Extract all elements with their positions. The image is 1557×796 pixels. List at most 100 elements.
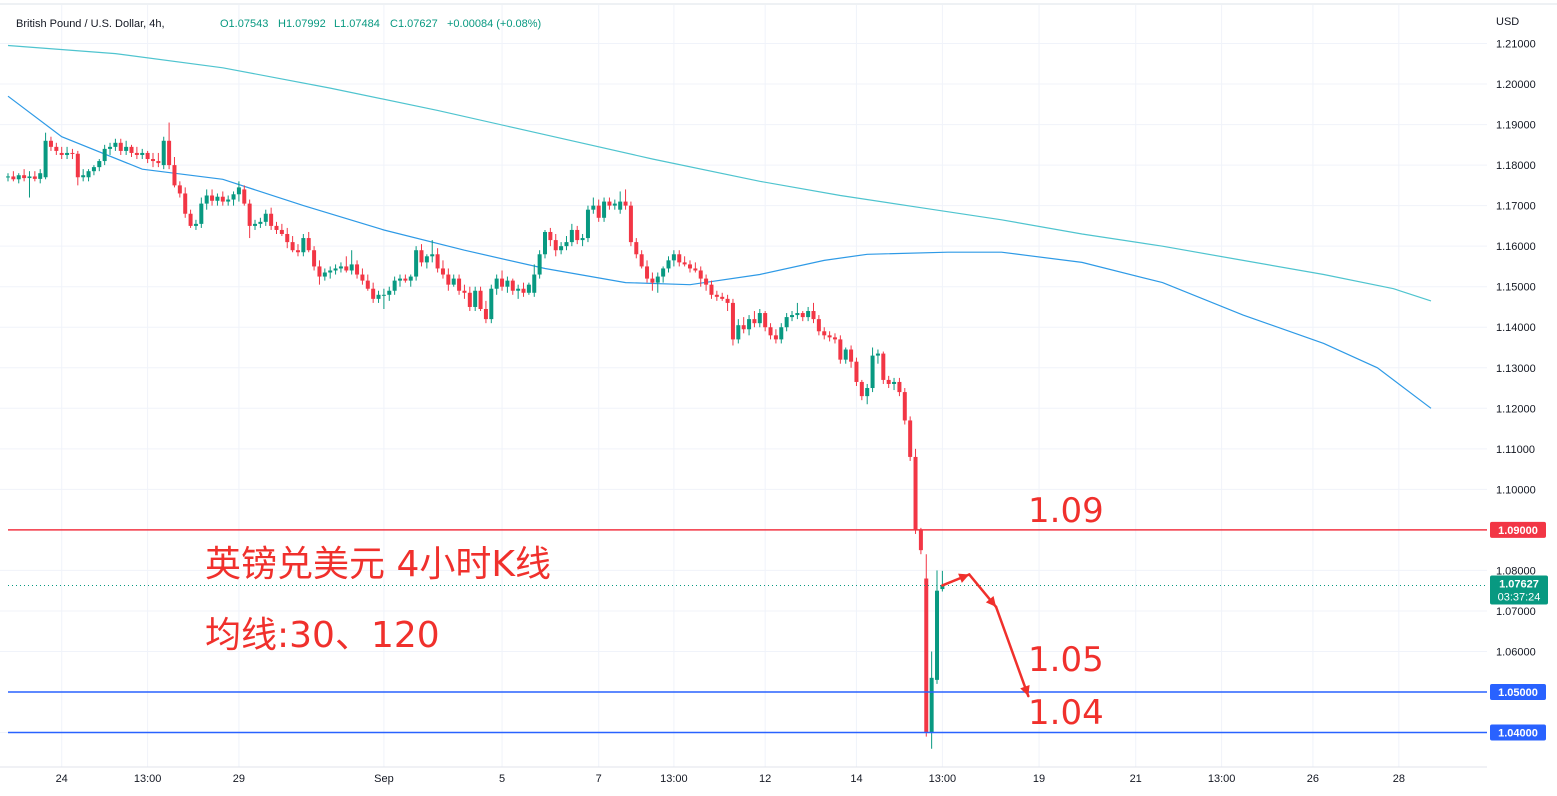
candle-body [806, 311, 811, 318]
candle-body [408, 276, 413, 281]
candle-body [908, 420, 913, 457]
candle-body [859, 381, 864, 397]
candle-body [832, 337, 837, 340]
candle-body [902, 392, 907, 421]
candle-body [843, 349, 848, 360]
price-axis[interactable] [1487, 5, 1557, 767]
moving-averages [7, 44, 1432, 409]
candle-body [559, 246, 564, 251]
candle-body [134, 152, 139, 155]
candle-body [714, 294, 719, 297]
time-axis[interactable]: 24 13:00 29 Sep 5 7 13:00 12 14 13:00 19 21 13:00 26 2… [56, 773, 1405, 785]
annotation-level-109: 1.09 [1028, 491, 1104, 531]
candle-body [274, 225, 279, 230]
symbol-legend[interactable]: British Pound / U.S. Dollar, 4h, O1.0754… [16, 18, 541, 30]
candle-body [720, 296, 725, 299]
candles [6, 122, 945, 749]
candle-body [220, 196, 225, 202]
candle-body [489, 288, 494, 320]
candle-body [457, 278, 462, 291]
candle-body [671, 254, 676, 261]
candle-body [419, 250, 424, 263]
candle-body [838, 339, 843, 360]
candle-body [661, 268, 666, 277]
candle-body [140, 152, 145, 155]
candle-body [811, 311, 816, 320]
candle-body [747, 319, 752, 330]
horizontal-levels[interactable] [8, 529, 1487, 734]
time-tick-label: 29 [233, 773, 245, 785]
ohlc-high: H1.07992 [278, 18, 326, 30]
candle-body [790, 315, 795, 318]
candle-body [236, 187, 241, 195]
candle-body [295, 250, 300, 253]
ma-line-ma30 [7, 95, 1432, 409]
candle-body [167, 140, 172, 166]
price-axis-unit: USD [1496, 16, 1519, 28]
candle-body [591, 205, 596, 210]
price-tick-label: 1.08000 [1496, 565, 1536, 577]
candle-body [108, 146, 113, 149]
ma-line-ma120 [7, 44, 1432, 302]
candle-body [333, 268, 338, 271]
candle-body [875, 353, 880, 356]
candle-body [940, 585, 945, 590]
candle-body [430, 254, 435, 257]
candle-body [537, 254, 542, 275]
candle-body [365, 280, 370, 289]
candle-body [403, 278, 408, 281]
candle-body [59, 152, 64, 155]
candle-body [210, 195, 215, 201]
time-tick-label: 13:00 [929, 773, 957, 785]
candle-body [650, 278, 655, 283]
candle-body [736, 325, 741, 340]
candle-body [344, 266, 349, 271]
candle-body [97, 161, 102, 168]
time-tick-label: 21 [1130, 773, 1142, 785]
candle-body [516, 288, 521, 291]
price-tick-label: 1.11000 [1496, 444, 1535, 456]
candle-body [886, 379, 891, 384]
candle-body [317, 266, 322, 277]
candle-body [150, 159, 155, 162]
projection-segment [994, 605, 1030, 698]
candle-body [199, 203, 204, 224]
candle-body [543, 231, 547, 255]
candle-body [612, 203, 617, 206]
candle-body [231, 194, 236, 200]
time-tick-label: 7 [596, 773, 602, 785]
candle-body [623, 201, 628, 206]
projection-arrowhead [958, 573, 970, 583]
level-label-1.09000: 1.09000 [1498, 525, 1538, 537]
candle-body [704, 278, 709, 285]
candle-body [312, 250, 317, 267]
candle-body [451, 278, 456, 285]
candle-body [881, 353, 886, 380]
candle-body [935, 590, 940, 680]
candle-body [349, 264, 354, 271]
candle-body [618, 201, 623, 210]
level-label-bg [1490, 521, 1546, 538]
candle-body [113, 142, 118, 147]
candle-body [11, 176, 16, 180]
price-tick-label: 1.06000 [1496, 646, 1536, 658]
candle-body [306, 238, 311, 251]
candle-body [730, 302, 735, 340]
candle-body [22, 175, 27, 179]
candle-body [666, 260, 671, 269]
time-tick-label: Sep [374, 773, 394, 785]
candle-body [580, 238, 585, 241]
candle-body [188, 213, 193, 226]
candle-body [193, 223, 198, 226]
candle-body [827, 335, 832, 338]
candle-body [473, 290, 478, 307]
candle-body [32, 176, 37, 179]
candle-body [38, 173, 43, 179]
candle-body [263, 213, 268, 222]
ohlc-close: C1.07627 [390, 18, 438, 30]
price-tick-label: 1.18000 [1496, 160, 1536, 172]
candle-body [6, 176, 10, 178]
price-tick-label: 1.21000 [1496, 39, 1536, 51]
candle-body [569, 229, 574, 243]
